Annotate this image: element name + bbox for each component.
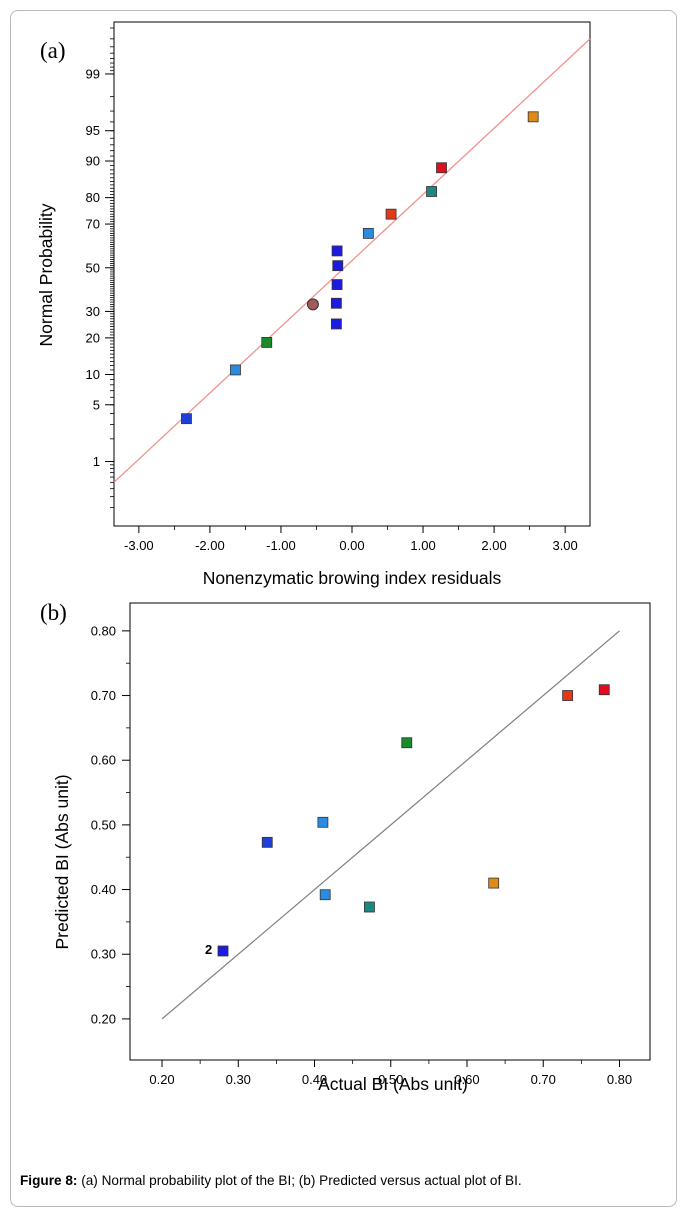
x-tick-label-b: 0.30 [226, 1072, 251, 1087]
fit-line-a [113, 38, 591, 483]
y-tick-label-a: 80 [86, 190, 100, 205]
y-tick-label-a: 99 [86, 66, 100, 81]
figure-caption: Figure 8: (a) Normal probability plot of… [20, 1173, 670, 1188]
plot-area-b [129, 602, 651, 1061]
y-tick-label-a: 1 [93, 454, 100, 469]
y-tick-label-a: 70 [86, 217, 100, 232]
panel-label-b: (b) [40, 600, 67, 625]
data-point-a [230, 364, 241, 376]
data-point-b [598, 684, 610, 696]
data-point-b [261, 836, 273, 848]
data-point-a [330, 297, 342, 309]
y-tick-label-a: 20 [86, 330, 100, 345]
data-point-b [319, 889, 331, 901]
y-tick-label-a: 90 [86, 153, 100, 168]
x-tick-label-a: 1.00 [410, 538, 435, 553]
caption-label: Figure 8: [20, 1173, 78, 1188]
data-point-a [385, 208, 397, 220]
x-tick-label-a: -1.00 [266, 538, 296, 553]
x-tick-label-b: 0.20 [149, 1072, 174, 1087]
x-tick-label-b: 0.40 [302, 1072, 327, 1087]
x-tick-label-b: 0.60 [454, 1072, 479, 1087]
data-point-b [488, 877, 500, 889]
x-tick-label-b: 0.50 [378, 1072, 403, 1087]
y-tick-label-a: 50 [86, 260, 100, 275]
data-point-a [306, 298, 319, 311]
x-tick-label-a: 0.00 [339, 538, 364, 553]
x-tick-label-a: -3.00 [124, 538, 154, 553]
plot-area-a [113, 21, 591, 527]
x-tick-label-b: 0.70 [531, 1072, 556, 1087]
x-tick-label-a: -2.00 [195, 538, 225, 553]
x-tick-label-a: 2.00 [481, 538, 506, 553]
data-point-b [562, 690, 574, 701]
figure-frame [10, 10, 677, 1207]
y-tick-label-a: 30 [86, 304, 100, 319]
caption-text: (a) Normal probability plot of the BI; (… [81, 1173, 522, 1188]
data-point-b [217, 945, 229, 957]
data-point-a [332, 260, 344, 272]
y-tick-label-b: 0.80 [91, 623, 116, 638]
data-point-a [181, 413, 192, 425]
y-tick-label-a: 10 [86, 367, 100, 382]
x-tick-label-a: 3.00 [552, 538, 577, 553]
data-point-b [317, 816, 329, 828]
data-point-a [527, 111, 539, 123]
y-tick-label-b: 0.50 [91, 817, 116, 832]
y-tick-label-a: 95 [86, 123, 100, 138]
y-tick-label-b: 0.20 [91, 1011, 116, 1026]
y-tick-label-b: 0.70 [91, 688, 116, 703]
data-point-b [401, 737, 413, 749]
fit-line-b [161, 630, 620, 1020]
x-tick-label-b: 0.80 [607, 1072, 632, 1087]
data-point-a [261, 337, 273, 348]
data-point-a [362, 227, 374, 239]
y-tick-label-b: 0.60 [91, 753, 116, 768]
data-point-a [331, 279, 343, 290]
panel-label-a: (a) [40, 38, 66, 63]
data-point-a [330, 318, 342, 330]
y-tick-label-b: 0.30 [91, 947, 116, 962]
normal-probability-chart: (a) 1 5 10 20 30 50 70 80 90 95 99 -3.00 -2.00 -1.00 0… [36, 21, 591, 588]
x-axis-label-b: Actual BI (Abs unit) [318, 1074, 468, 1094]
y-tick-label-b: 0.40 [91, 882, 116, 897]
data-point-a [436, 162, 447, 174]
predicted-vs-actual-chart: (b) 2 0.20 0.30 0.40 0.50 0.60 0.70 0.80 0.20 0.… [40, 600, 651, 1094]
x-axis-label-a: Nonenzymatic browing index residuals [203, 568, 502, 588]
y-axis-label-a: Normal Probability [36, 203, 56, 346]
data-point-a [331, 245, 343, 257]
y-tick-label-a: 5 [93, 397, 100, 412]
point-count-annotation-b: 2 [205, 942, 212, 957]
y-axis-label-b: Predicted BI (Abs unit) [52, 774, 72, 949]
data-point-b [364, 901, 375, 913]
data-point-a [426, 186, 437, 197]
